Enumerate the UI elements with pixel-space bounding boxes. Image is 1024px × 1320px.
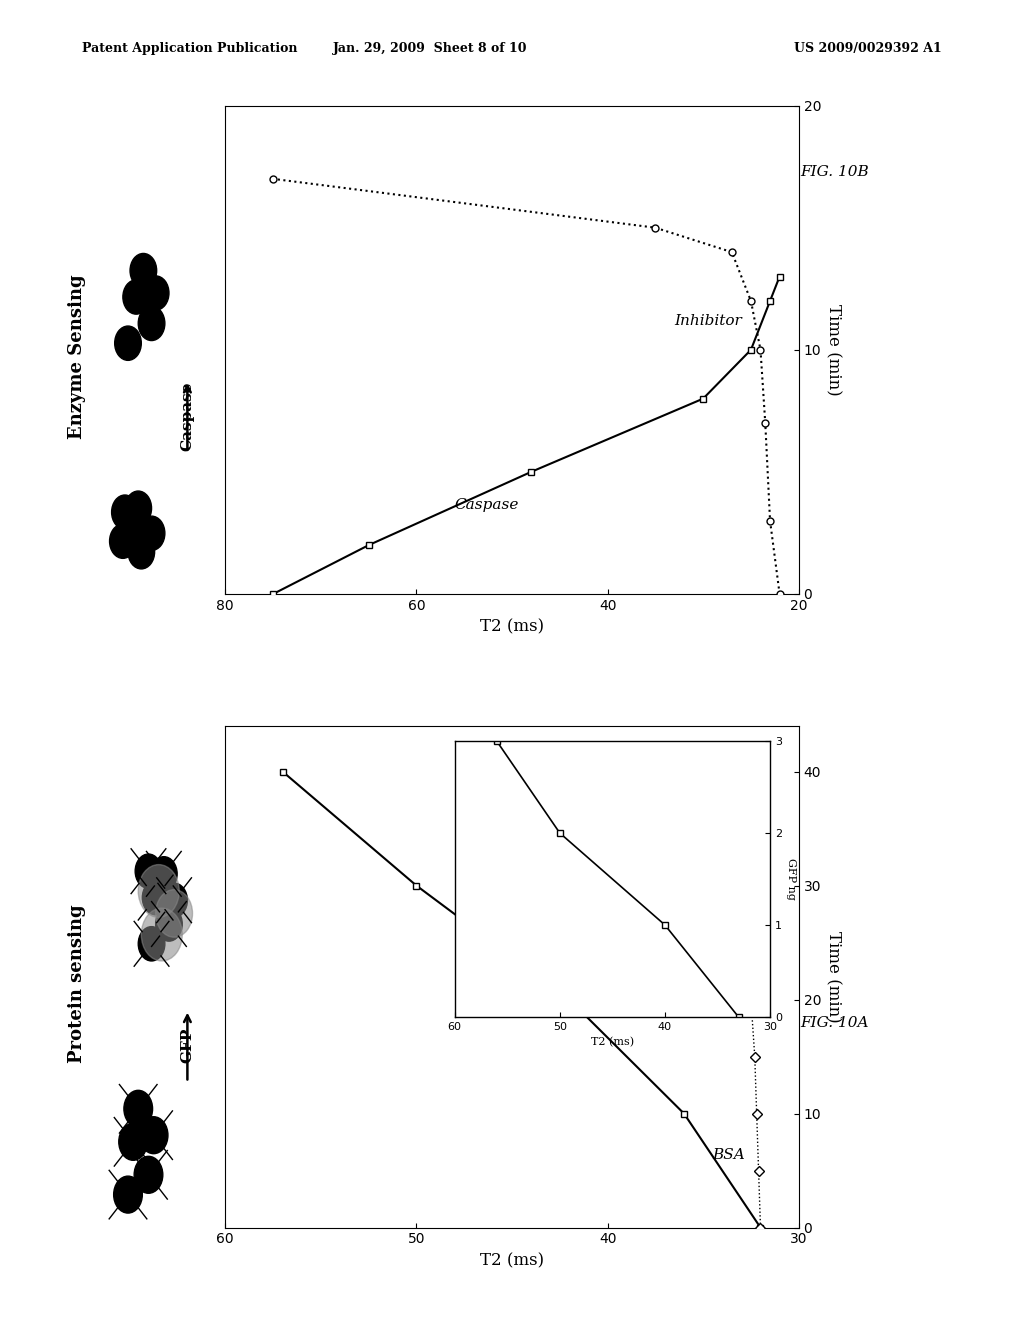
Text: GFP: GFP — [512, 942, 545, 957]
Y-axis label: Time (min): Time (min) — [825, 931, 842, 1023]
Y-axis label: Time (min): Time (min) — [825, 304, 842, 396]
Text: FIG. 10A: FIG. 10A — [801, 1016, 868, 1030]
Text: Inhibitor: Inhibitor — [675, 314, 742, 329]
X-axis label: T2 (ms): T2 (ms) — [480, 1251, 544, 1269]
Text: Jan. 29, 2009  Sheet 8 of 10: Jan. 29, 2009 Sheet 8 of 10 — [333, 42, 527, 55]
Text: Enzyme Sensing: Enzyme Sensing — [68, 275, 86, 438]
X-axis label: T2 (ms): T2 (ms) — [480, 618, 544, 635]
Text: Caspase: Caspase — [180, 381, 195, 450]
Text: Protein sensing: Protein sensing — [68, 904, 86, 1063]
Text: BSA: BSA — [713, 1148, 745, 1162]
Text: Caspase: Caspase — [455, 498, 519, 512]
Text: GFP: GFP — [180, 1028, 195, 1063]
Text: US 2009/0029392 A1: US 2009/0029392 A1 — [795, 42, 942, 55]
Text: Patent Application Publication: Patent Application Publication — [82, 42, 297, 55]
Text: FIG. 10B: FIG. 10B — [800, 165, 869, 178]
